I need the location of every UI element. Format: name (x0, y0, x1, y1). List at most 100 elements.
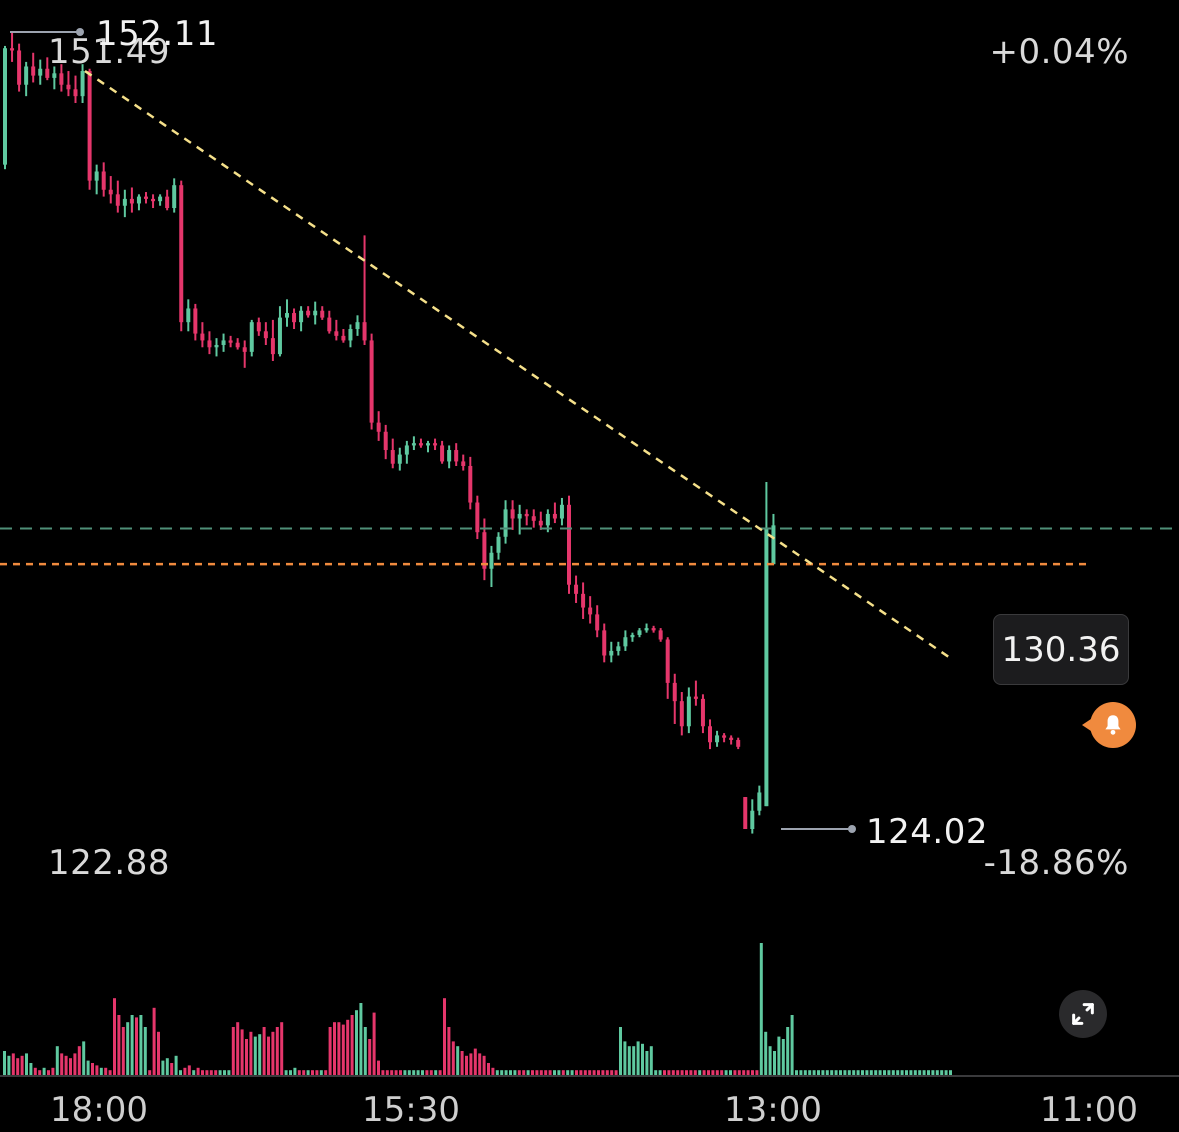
volume-bar (575, 1070, 578, 1075)
candle-body (108, 189, 113, 195)
volume-bar (416, 1070, 420, 1075)
candle-body (609, 650, 614, 656)
volume-bar (355, 1010, 358, 1075)
volume-bar (764, 1031, 768, 1075)
candle (249, 319, 254, 357)
y-axis-top-label: 151.49 (48, 32, 170, 72)
candle (764, 481, 769, 807)
volume-bar (707, 1070, 710, 1075)
candle-body (313, 310, 318, 316)
candle-body (440, 445, 445, 462)
candle (468, 456, 473, 510)
candle (708, 719, 712, 750)
candle-body (136, 196, 141, 204)
candle-body (679, 701, 684, 727)
volume-bar (7, 1055, 11, 1075)
bell-icon (1105, 715, 1121, 735)
trend-line[interactable] (84, 70, 951, 659)
candle (277, 306, 282, 357)
volume-bar (535, 1070, 539, 1075)
candle (87, 68, 92, 190)
candle (158, 194, 163, 206)
candle (292, 308, 297, 330)
volume-bar (808, 1070, 812, 1075)
volume-bar (799, 1070, 803, 1075)
volume-bar (737, 1070, 741, 1075)
volume-bar (456, 1046, 460, 1075)
volume-bar (425, 1070, 429, 1075)
candle-body (115, 194, 120, 206)
volume-bar (297, 1070, 301, 1075)
candle (658, 628, 663, 642)
volume-bar (795, 1070, 798, 1075)
volume-bar (372, 1012, 376, 1075)
volume-bar (883, 1070, 886, 1075)
volume-bar (513, 1070, 517, 1075)
volume-bar (443, 998, 446, 1075)
volume-bar (183, 1067, 187, 1075)
volume-bar (645, 1051, 649, 1075)
candle (665, 637, 670, 699)
volume-bar (561, 1070, 565, 1075)
candle (242, 340, 247, 368)
volume-bar (293, 1067, 297, 1075)
candle-body (567, 504, 571, 585)
candle-body (461, 461, 466, 467)
candle-body (193, 308, 198, 334)
candle-body (475, 502, 480, 533)
candles-layer (3, 32, 776, 834)
candle (595, 605, 600, 638)
candle-body (292, 313, 297, 323)
candle-body (517, 513, 522, 519)
volume-bar (165, 1058, 169, 1075)
volume-bar (104, 1067, 108, 1075)
candle (10, 32, 15, 62)
candle (475, 495, 480, 540)
volume-bar (557, 1070, 561, 1075)
candle (151, 194, 156, 209)
candle (567, 495, 571, 594)
volume-bar (350, 1015, 354, 1075)
candle (31, 52, 36, 83)
volume-bar (139, 1015, 143, 1075)
candle-body (616, 646, 621, 651)
candle-body (59, 73, 64, 85)
volume-bar (20, 1055, 24, 1075)
candle-body (510, 509, 515, 519)
candle-body (736, 739, 741, 747)
candle (440, 440, 445, 464)
volume-bar (231, 1027, 235, 1075)
volume-bar (29, 1063, 33, 1075)
volume-bar (790, 1015, 794, 1075)
volume-bar (280, 1022, 284, 1075)
volume-bar (597, 1070, 600, 1075)
volume-bar (289, 1070, 292, 1075)
candle-body (256, 322, 261, 332)
price-alert-button[interactable] (1090, 702, 1136, 748)
volume-bar (773, 1051, 776, 1075)
volume-bar (205, 1070, 209, 1075)
volume-bar (126, 1022, 130, 1075)
volume-layer (3, 943, 952, 1075)
volume-bar (548, 1070, 552, 1075)
candle-body (362, 322, 367, 341)
expand-chart-button[interactable] (1059, 990, 1107, 1038)
candle-body (101, 171, 106, 190)
candle-body (249, 322, 254, 352)
candle-body (390, 450, 395, 464)
volume-bar (341, 1024, 345, 1075)
candle-body (503, 509, 508, 537)
volume-bar (240, 1029, 244, 1075)
candle-body (52, 73, 57, 78)
candle-body (496, 536, 501, 553)
volume-bar (47, 1070, 50, 1075)
volume-bar (649, 1046, 653, 1075)
top-percent-label: +0.04% (989, 32, 1129, 72)
volume-bar (583, 1070, 587, 1075)
candle-body (383, 431, 388, 451)
candle-body (235, 342, 240, 348)
candle (376, 411, 381, 441)
volume-bar (271, 1031, 275, 1075)
candle (38, 59, 43, 85)
